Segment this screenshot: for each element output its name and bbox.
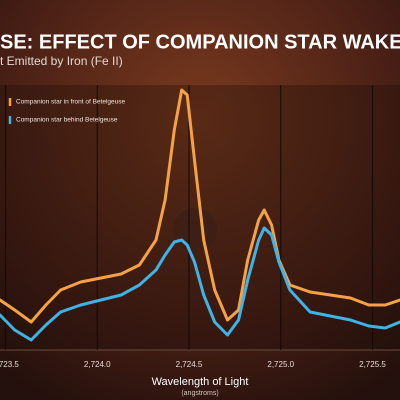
- x-tick-label: 2,723.5: [0, 360, 19, 369]
- x-tick-label: 2,724.0: [84, 360, 111, 369]
- chart-title: SE: EFFECT OF COMPANION STAR WAKE: [0, 31, 400, 53]
- x-axis-unit: (angstroms): [181, 390, 218, 397]
- x-tick-label: 2,725.5: [359, 360, 386, 369]
- plot: 2,723.5 2,724.0 2,724.5 2,725.0 2,725.5 Compa…: [0, 85, 400, 369]
- x-axis-title: Wavelength of Light: [152, 376, 249, 388]
- series-line: [0, 226, 400, 342]
- star-image: [173, 208, 217, 252]
- legend-label: Companion star behind Betelgeuse: [16, 117, 118, 124]
- legend-label: Companion star in front of Betelgeuse: [16, 99, 126, 106]
- x-tick-label: 2,725.0: [267, 360, 294, 369]
- series-line: [0, 88, 400, 324]
- chart-subtitle: t Emitted by Iron (Fe II): [0, 54, 123, 68]
- x-tick-label: 2,724.5: [176, 360, 203, 369]
